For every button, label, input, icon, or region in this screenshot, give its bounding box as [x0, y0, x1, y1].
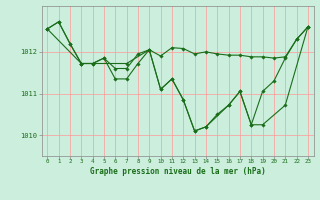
X-axis label: Graphe pression niveau de la mer (hPa): Graphe pression niveau de la mer (hPa) — [90, 167, 266, 176]
